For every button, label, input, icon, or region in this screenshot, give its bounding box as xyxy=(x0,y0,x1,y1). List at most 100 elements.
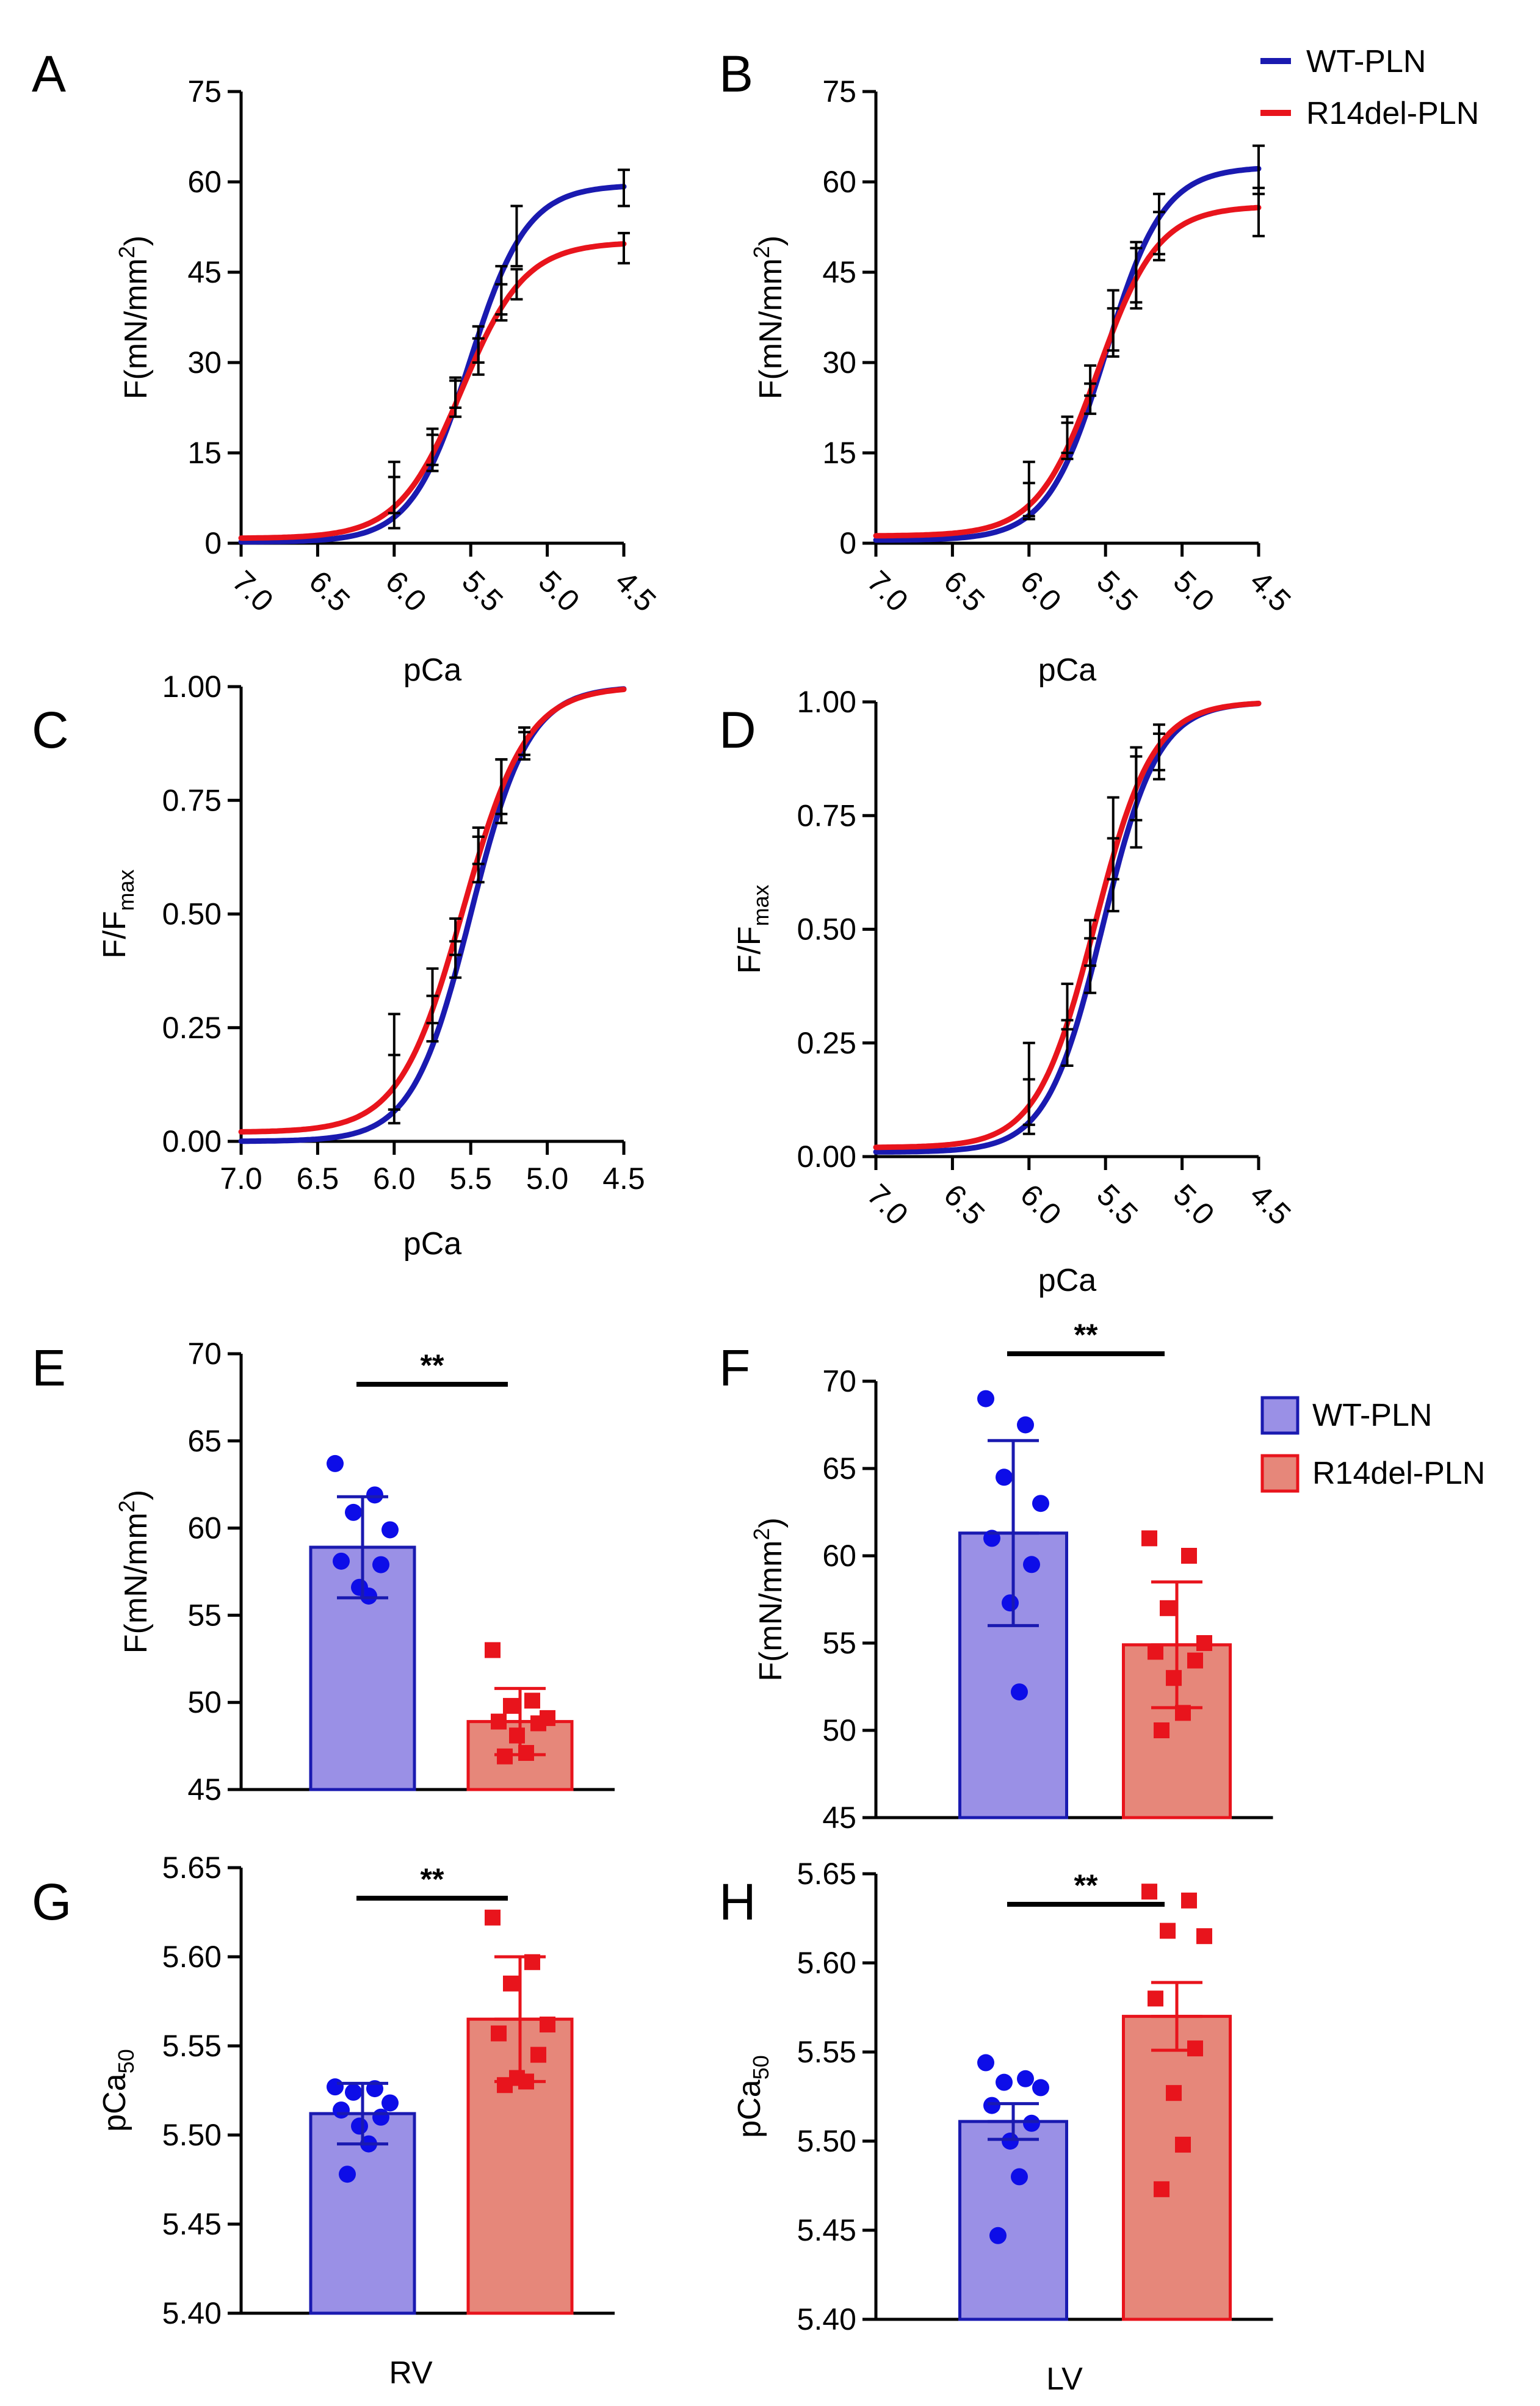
data-point-r14del xyxy=(1141,1530,1157,1547)
bar-r14del xyxy=(1122,2015,1232,2321)
data-point-r14del xyxy=(524,1693,540,1709)
y-tick-label: 0.50 xyxy=(797,912,856,947)
y-axis-title-main: F(mN/mm xyxy=(753,258,789,399)
x-axis-title: pCa xyxy=(1038,1263,1096,1298)
legend-line-chart: WT-PLN R14del-PLN xyxy=(1260,44,1479,131)
y-axis-title-sub: 50 xyxy=(748,2055,773,2079)
panels-container: A 7.0 6.5 6.0 5.5 5.0 4.5 pCa 0 15 30 45 60 75 F(mN/mm… xyxy=(32,45,1298,2397)
data-point-wt xyxy=(327,1454,344,1472)
panel-letter: E xyxy=(32,1339,66,1396)
x-axis-title: pCa xyxy=(1038,652,1096,688)
y-tick-label: 0.75 xyxy=(162,783,222,817)
panel-h: H 5.40 5.45 5.50 5.55 5.60 5.65 pCa50 ** LV xyxy=(719,1857,1273,2397)
y-tick-label: 0.25 xyxy=(797,1026,856,1060)
series-line-r14del xyxy=(238,241,627,541)
y-tick-label: 5.40 xyxy=(162,2296,222,2330)
y-tick-label: 5.65 xyxy=(797,1857,856,1891)
data-point-wt xyxy=(996,2073,1013,2091)
y-axis-title-end: ) xyxy=(753,1517,789,1528)
data-point-wt xyxy=(1002,2133,1019,2150)
significance-label: ** xyxy=(1074,1318,1098,1352)
y-tick-label: 0.25 xyxy=(162,1011,222,1045)
data-point-r14del xyxy=(1187,2040,1203,2057)
panel-c: C 7.0 6.5 6.0 5.5 5.0 4.5 pCa 0.00 0.25 0.50 0.75 1.… xyxy=(32,670,645,1262)
x-tick-label: 7.0 xyxy=(220,1161,262,1196)
data-point-r14del xyxy=(1160,1923,1176,1939)
panel-f: F 45 50 55 60 65 70 F(mN/mm2) ** xyxy=(719,1318,1273,1835)
x-tick-label: 5.0 xyxy=(1167,1177,1221,1232)
data-point-r14del xyxy=(1187,1652,1203,1669)
x-tick-label: 5.5 xyxy=(455,564,510,618)
data-point-r14del xyxy=(1148,1990,1163,2007)
y-axis-title: F(mN/mm2) xyxy=(114,1490,154,1653)
data-point-r14del xyxy=(1181,1548,1197,1564)
y-tick-label: 15 xyxy=(822,436,856,470)
y-tick-label: 50 xyxy=(187,1685,222,1719)
data-point-r14del xyxy=(497,1748,513,1765)
y-tick-label: 70 xyxy=(187,1337,222,1371)
x-axis-title: pCa xyxy=(403,1226,461,1262)
y-tick-label: 1.00 xyxy=(797,685,856,719)
y-axis-title-end: ) xyxy=(753,236,789,246)
data-point-wt xyxy=(989,2227,1007,2244)
y-tick-label: 5.60 xyxy=(797,1946,856,1980)
data-point-wt xyxy=(333,1552,350,1570)
panel-g: G 5.40 5.45 5.50 5.55 5.60 5.65 pCa50 ** RV xyxy=(32,1851,615,2391)
data-point-wt xyxy=(372,1556,389,1573)
y-axis-title-sub: 50 xyxy=(114,2049,139,2073)
data-point-wt xyxy=(1017,2070,1034,2087)
y-tick-label: 5.55 xyxy=(162,2029,222,2063)
significance-label: ** xyxy=(421,1862,444,1896)
data-point-r14del xyxy=(1141,1884,1157,1900)
data-point-wt xyxy=(360,1587,377,1605)
y-tick-label: 65 xyxy=(822,1451,856,1486)
data-point-wt xyxy=(1017,1416,1034,1434)
y-tick-label: 15 xyxy=(187,436,222,470)
data-point-r14del xyxy=(1148,1644,1163,1660)
y-tick-label: 0.00 xyxy=(162,1124,222,1158)
y-axis-title: F(mN/mm2) xyxy=(749,236,789,399)
y-axis-title: pCa50 xyxy=(97,2049,139,2131)
data-point-wt xyxy=(333,2101,350,2119)
y-axis-title-end: ) xyxy=(118,236,154,246)
y-axis-title-main: F/F xyxy=(732,927,767,974)
y-tick-label: 0 xyxy=(204,526,222,560)
y-tick-label: 30 xyxy=(187,345,222,380)
series-line-r14del xyxy=(873,204,1262,539)
y-axis-title-sub: max xyxy=(114,870,139,911)
panel-b: B 7.0 6.5 6.0 5.5 5.0 4.5 pCa 0 15 30 45 60 75 F(mN/mm… xyxy=(719,45,1298,688)
significance-label: ** xyxy=(1074,1868,1098,1902)
legend-label-0: WT-PLN xyxy=(1306,44,1426,79)
data-point-r14del xyxy=(1160,1600,1176,1616)
series-line-wt xyxy=(873,701,1262,1155)
data-point-wt xyxy=(1011,2168,1028,2186)
y-tick-label: 55 xyxy=(187,1598,222,1632)
y-axis-title: F(mN/mm2) xyxy=(114,236,154,399)
y-tick-label: 5.65 xyxy=(162,1851,222,1885)
y-tick-label: 70 xyxy=(822,1364,856,1398)
data-point-wt xyxy=(351,2117,368,2135)
data-point-wt xyxy=(381,2094,399,2112)
y-tick-label: 5.45 xyxy=(797,2213,856,2247)
panel-a: A 7.0 6.5 6.0 5.5 5.0 4.5 pCa 0 15 30 45 60 75 F(mN/mm… xyxy=(32,45,663,688)
data-point-wt xyxy=(977,2054,994,2072)
y-axis-title-main: F(mN/mm xyxy=(118,1512,154,1653)
data-point-wt xyxy=(366,1486,383,1504)
data-point-r14del xyxy=(1196,1635,1212,1651)
y-tick-label: 65 xyxy=(187,1424,222,1458)
y-tick-label: 45 xyxy=(822,1801,856,1835)
data-point-r14del xyxy=(530,2047,546,2063)
y-tick-label: 5.45 xyxy=(162,2207,222,2241)
y-axis-title-sup: 2 xyxy=(114,246,139,258)
y-axis-title: F/Fmax xyxy=(732,885,773,974)
x-tick-label: 7.0 xyxy=(861,564,915,618)
y-axis-title-sub: max xyxy=(748,885,773,927)
panel-d: D 7.0 6.5 6.0 5.5 5.0 4.5 pCa 0.00 0.25 0.50 0.75 1.… xyxy=(719,685,1298,1298)
legend-label-1: R14del-PLN xyxy=(1306,96,1479,131)
y-axis-title: F/Fmax xyxy=(97,870,139,959)
data-point-wt xyxy=(339,2166,356,2183)
data-point-wt xyxy=(1032,1495,1049,1512)
y-axis-title: pCa50 xyxy=(732,2055,773,2137)
data-point-r14del xyxy=(503,1975,519,1992)
y-tick-label: 0.50 xyxy=(162,897,222,931)
